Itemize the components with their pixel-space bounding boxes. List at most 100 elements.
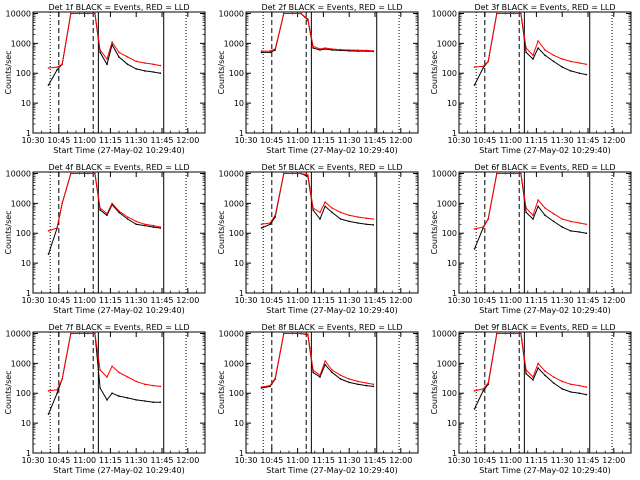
y-tick-label: 1000: [11, 199, 31, 208]
y-axis-label: Counts/sec: [430, 210, 439, 254]
data-point-events: [552, 220, 555, 223]
data-point-lld: [570, 383, 572, 386]
x-tick-label: 11:00: [286, 136, 309, 145]
x-tick-label: 11:45: [363, 296, 386, 305]
x-tick-label: 10:45: [473, 296, 496, 305]
data-point-lld: [159, 64, 162, 67]
data-point-events: [269, 51, 271, 54]
data-point-lld: [365, 382, 368, 384]
data-point-lld: [61, 202, 63, 205]
data-point-lld: [357, 216, 359, 218]
data-point-lld: [324, 201, 326, 203]
data-point-events: [544, 214, 546, 217]
y-tick-label: 10000: [432, 9, 457, 18]
data-point-events: [312, 209, 314, 211]
data-point-events: [544, 374, 546, 377]
data-point-lld: [319, 48, 321, 50]
data-point-events: [473, 248, 476, 250]
y-tick-label: 10000: [432, 329, 457, 338]
data-point-lld: [578, 62, 581, 64]
data-point-lld: [283, 172, 285, 175]
y-tick-label: 1000: [224, 359, 244, 368]
data-point-lld: [585, 386, 588, 388]
data-point-lld: [552, 212, 555, 215]
y-tick-label: 10: [234, 419, 244, 428]
y-tick-label: 100: [229, 69, 244, 78]
data-point-events: [152, 71, 155, 73]
data-point-lld: [504, 172, 507, 175]
data-point-events: [570, 70, 572, 72]
data-point-lld: [525, 47, 527, 49]
x-tick-label: 11:30: [551, 296, 574, 305]
data-point-lld: [70, 332, 72, 335]
x-tick-label: 11:30: [125, 456, 148, 465]
y-tick-label: 1: [239, 289, 244, 298]
x-tick-label: 11:45: [576, 296, 599, 305]
data-point-events: [537, 47, 539, 49]
y-tick-label: 1: [452, 449, 457, 458]
y-tick-label: 10: [234, 99, 244, 108]
data-point-lld: [269, 222, 271, 224]
data-point-lld: [339, 374, 342, 377]
data-point-events: [348, 381, 351, 384]
data-point-events: [111, 392, 113, 395]
chart-panel-5: Det 5f BLACK = Events, RED = LLD 1 10 100 10…: [217, 163, 419, 315]
data-point-events: [99, 209, 101, 211]
x-tick-label: 11:15: [525, 296, 548, 305]
x-tick-label: 10:30: [447, 296, 470, 305]
chart-panel-6: Det 6f BLACK = Events, RED = LLD 1 10 100 10…: [430, 163, 632, 315]
data-point-lld: [78, 12, 81, 15]
data-point-events: [56, 69, 58, 71]
chart-panel-4: Det 4f BLACK = Events, RED = LLD 1 10 100 10…: [4, 163, 206, 315]
series-line-lld: [261, 173, 374, 225]
data-point-lld: [94, 12, 96, 15]
data-point-events: [525, 51, 527, 54]
chart-title: Det 7f BLACK = Events, RED = LLD: [48, 323, 189, 332]
chart-title: Det 1f BLACK = Events, RED = LLD: [48, 3, 189, 12]
data-point-events: [561, 66, 563, 68]
data-point-lld: [561, 218, 563, 220]
series-line-lld: [48, 173, 161, 232]
data-point-events: [532, 58, 534, 60]
data-point-lld: [504, 332, 507, 335]
x-axis-label: Start Time (27-May-02 10:29:40): [53, 466, 184, 475]
y-tick-label: 10: [447, 99, 457, 108]
data-point-lld: [312, 45, 314, 48]
data-point-lld: [544, 207, 546, 209]
data-point-lld: [159, 226, 162, 228]
x-tick-label: 11:45: [150, 136, 173, 145]
data-point-lld: [307, 18, 309, 20]
data-point-events: [331, 211, 333, 214]
data-point-lld: [372, 383, 375, 386]
data-point-lld: [487, 382, 490, 384]
data-point-lld: [578, 384, 581, 387]
x-tick-label: 12:00: [602, 136, 625, 145]
data-point-events: [532, 218, 534, 220]
x-tick-label: 11:15: [99, 456, 122, 465]
x-tick-label: 10:45: [260, 296, 283, 305]
x-tick-label: 12:00: [389, 456, 412, 465]
x-tick-label: 11:30: [338, 136, 361, 145]
y-tick-label: 1000: [11, 39, 31, 48]
series-line-lld: [474, 173, 587, 230]
x-tick-label: 11:15: [312, 296, 335, 305]
data-point-events: [126, 397, 129, 399]
data-point-events: [118, 56, 120, 58]
data-point-events: [269, 223, 271, 226]
y-tick-label: 10: [234, 259, 244, 268]
data-point-events: [552, 60, 555, 63]
data-point-lld: [152, 63, 155, 66]
y-tick-label: 1000: [437, 359, 457, 368]
data-point-lld: [339, 211, 342, 214]
data-point-events: [126, 63, 129, 66]
x-tick-label: 12:00: [176, 136, 199, 145]
chart-title: Det 6f BLACK = Events, RED = LLD: [474, 163, 615, 172]
data-point-lld: [552, 376, 555, 378]
data-point-events: [144, 70, 146, 72]
x-tick-label: 11:15: [312, 136, 335, 145]
data-point-events: [552, 382, 555, 384]
y-tick-label: 10000: [432, 169, 457, 178]
y-tick-label: 10000: [6, 329, 31, 338]
data-point-lld: [61, 378, 63, 380]
